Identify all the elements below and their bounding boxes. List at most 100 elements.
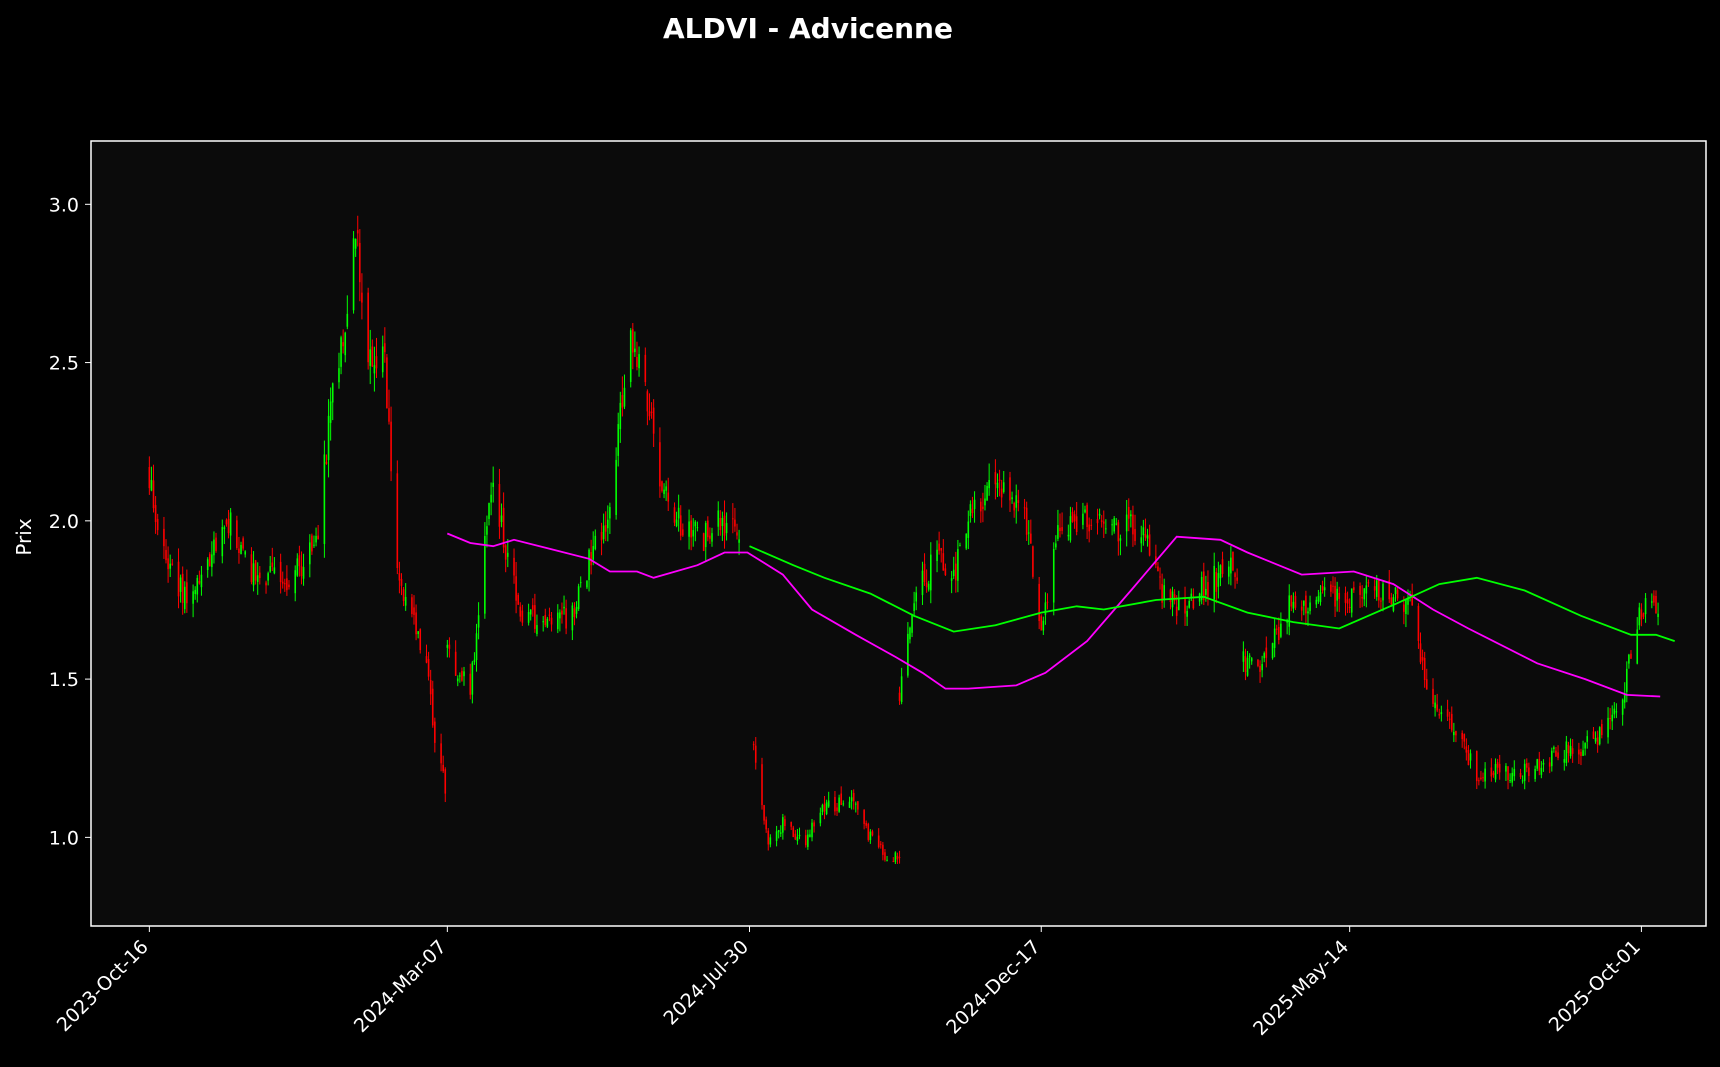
candle-body [415,612,417,635]
candle [1525,758,1528,773]
candle [1030,519,1032,544]
candle-body [169,563,171,569]
candle [373,346,376,392]
candle-body [1286,620,1288,623]
candle-body [417,631,419,635]
candle [594,529,597,551]
candle [736,523,738,540]
candle [1425,668,1428,690]
candle-body [955,563,957,581]
candle-body [258,572,261,579]
candle [1463,733,1466,750]
candle [459,672,461,683]
candle [1596,730,1599,753]
candle-body [994,472,997,485]
candle-body [1125,514,1128,532]
candle [1213,552,1216,613]
candle [813,820,815,833]
candle [1609,708,1611,730]
candle-body [425,656,428,663]
candle-body [927,583,930,590]
candle [879,841,882,849]
candle-body [386,357,388,409]
candle-body [486,526,488,535]
candle [1086,502,1088,539]
candle-body [1069,516,1072,541]
candle-body [1236,577,1238,581]
candle-body [1227,566,1230,577]
candle-body [1542,762,1545,765]
candle [604,511,607,542]
candle-body [1084,509,1086,513]
candle-body [154,505,157,523]
candle-body [298,555,301,567]
candle-body [1411,594,1413,606]
candle [661,480,663,493]
candle-body [944,568,947,576]
candle [955,551,957,593]
candle [865,820,867,829]
candle [677,494,680,532]
candle [1248,653,1251,669]
candle [994,459,997,500]
candle-body [223,527,226,529]
candle-body [1071,511,1074,523]
candle-body [317,535,319,540]
candle [1446,699,1449,721]
candle [490,482,492,516]
candle [1419,632,1422,665]
candle-body [206,559,209,571]
candle [1115,518,1118,526]
candle [1557,745,1559,761]
candle-body [1221,559,1224,574]
candle [592,531,595,566]
candle-body [827,800,830,807]
candle-body [1132,514,1134,535]
candle [675,511,678,528]
candle-body [600,531,603,541]
candle [1628,653,1630,669]
candle-body [1175,606,1178,616]
candle [477,602,480,640]
candle [923,553,926,586]
candle-body [254,560,257,581]
candle [442,755,444,773]
candle-body [1100,520,1103,522]
candle [1334,577,1336,618]
candle-body [279,561,282,583]
candle [431,680,434,728]
candle [265,580,267,594]
candle-body [1419,643,1422,663]
candle [521,604,524,626]
candle [925,569,928,593]
candle-body [1307,611,1309,614]
candle [1023,498,1026,520]
candle [1227,560,1230,585]
candle-body [679,515,682,536]
candle [186,569,188,613]
candle [183,581,186,614]
candle-body [1359,586,1361,595]
candle-body [1523,763,1526,781]
candle [1011,491,1013,504]
candle [1300,600,1303,621]
candle [1655,590,1657,614]
candle [550,611,553,632]
candle [629,328,632,388]
candle-body [1534,768,1536,780]
candle [1177,590,1180,611]
candle [1480,770,1482,781]
candle-body [1161,583,1163,603]
candle-body [1394,587,1397,595]
candle-body [571,605,574,631]
candle [1469,749,1472,769]
candle-body [156,518,159,531]
candle [752,741,755,751]
candle-body [907,633,909,676]
candle [298,545,301,577]
candle [1555,746,1557,758]
candle-body [1088,524,1090,532]
candle [959,542,961,547]
candle-body [1507,766,1509,781]
